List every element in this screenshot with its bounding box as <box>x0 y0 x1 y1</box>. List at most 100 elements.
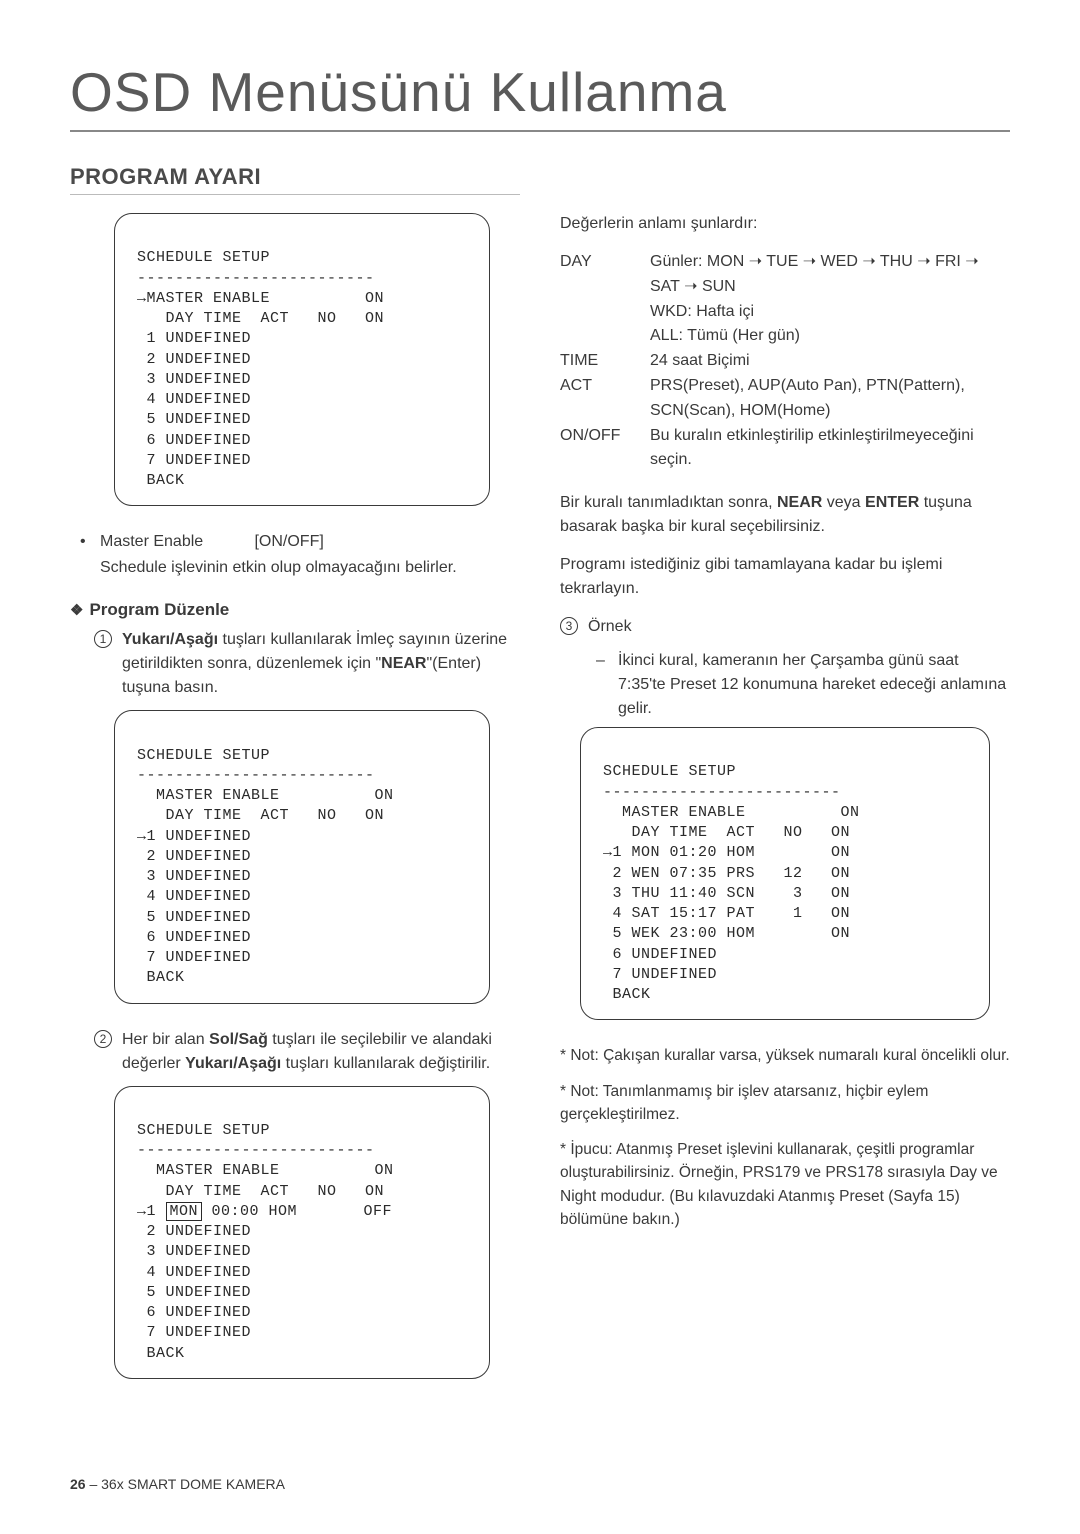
osd4-r8: 7 UNDEFINED <box>603 966 717 983</box>
osd2-r9: BACK <box>137 969 185 986</box>
bullet-icon: • <box>80 530 92 580</box>
osd4-r7: 6 UNDEFINED <box>603 946 717 963</box>
osd2-r1: DAY TIME ACT NO ON <box>137 807 384 824</box>
osd4-r1: DAY TIME ACT NO ON <box>603 824 850 841</box>
osd3-sep: ------------------------- <box>137 1142 375 1159</box>
osd4-r0: MASTER ENABLE ON <box>603 804 860 821</box>
right-column: Değerlerin anlamı şunlardır: DAYGünler: … <box>560 164 1010 1403</box>
osd3-a5: 7 UNDEFINED <box>137 1324 251 1341</box>
osd2-r2: →1 UNDEFINED <box>137 828 251 845</box>
osd1-r0: →MASTER ENABLE ON <box>137 290 384 307</box>
osd3-a3: 5 UNDEFINED <box>137 1284 251 1301</box>
step-2: 2 Her bir alan Sol/Sağ tuşları ile seçil… <box>94 1028 510 1076</box>
def-val-act: PRS(Preset), AUP(Auto Pan), PTN(Pattern)… <box>650 374 1010 424</box>
osd3-a4: 6 UNDEFINED <box>137 1304 251 1321</box>
osd2-sep: ------------------------- <box>137 767 375 784</box>
master-enable-bullet: • Master Enable [ON/OFF] Schedule işlevi… <box>80 530 510 580</box>
def-key-time: TIME <box>560 349 650 374</box>
definitions-table: DAYGünler: MON ➝ TUE ➝ WED ➝ THU ➝ FRI ➝… <box>560 250 1010 473</box>
step-2-text: Her bir alan Sol/Sağ tuşları ile seçileb… <box>122 1028 510 1076</box>
example-text: İkinci kural, kameranın her Çarşamba gün… <box>618 649 1010 721</box>
note-3: * İpucu: Atanmış Preset işlevini kullana… <box>560 1138 1010 1231</box>
osd3-p1: DAY TIME ACT NO ON <box>137 1183 384 1200</box>
osd2-r5: 4 UNDEFINED <box>137 888 251 905</box>
osd4-r3: 2 WEN 07:35 PRS 12 ON <box>603 865 850 882</box>
step-1: 1 Yukarı/Aşağı tuşları kullanılarak İmle… <box>94 628 510 700</box>
osd4-r4: 3 THU 11:40 SCN 3 ON <box>603 885 850 902</box>
def-key-act: ACT <box>560 374 650 424</box>
osd4-sep: ------------------------- <box>603 784 841 801</box>
osd1-r3: 2 UNDEFINED <box>137 351 251 368</box>
page-footer: 26 – 36x SMART DOME KAMERA <box>70 1476 285 1492</box>
after-defs-2: Programı istediğiniz gibi tamamlayana ka… <box>560 553 1010 601</box>
def-key-day: DAY <box>560 250 650 300</box>
bullet-value: [ON/OFF] <box>254 530 323 554</box>
note-1: * Not: Çakışan kurallar varsa, yüksek nu… <box>560 1044 1010 1067</box>
def-key-onoff: ON/OFF <box>560 424 650 474</box>
def-val-day: Günler: MON ➝ TUE ➝ WED ➝ THU ➝ FRI ➝ SA… <box>650 250 1010 300</box>
osd1-title: SCHEDULE SETUP <box>137 249 270 266</box>
osd1-r6: 5 UNDEFINED <box>137 411 251 428</box>
osd3-p0: MASTER ENABLE ON <box>137 1162 394 1179</box>
footer-text: – 36x SMART DOME KAMERA <box>86 1476 285 1492</box>
def-key-1 <box>560 300 650 325</box>
osd-box-1: SCHEDULE SETUP -------------------------… <box>114 213 490 506</box>
osd1-r5: 4 UNDEFINED <box>137 391 251 408</box>
osd1-r8: 7 UNDEFINED <box>137 452 251 469</box>
step-3-number: 3 <box>560 617 578 635</box>
bullet-desc: Schedule işlevinin etkin olup olmayacağı… <box>100 556 510 580</box>
osd4-r9: BACK <box>603 986 651 1003</box>
osd-box-2: SCHEDULE SETUP -------------------------… <box>114 710 490 1003</box>
osd2-r0: MASTER ENABLE ON <box>137 787 394 804</box>
page-number: 26 <box>70 1476 86 1492</box>
def-val-all: ALL: Tümü (Her gün) <box>650 324 1010 349</box>
osd4-r2: →1 MON 01:20 HOM ON <box>603 844 850 861</box>
osd2-title: SCHEDULE SETUP <box>137 747 270 764</box>
osd2-r8: 7 UNDEFINED <box>137 949 251 966</box>
section-title: PROGRAM AYARI <box>70 164 520 195</box>
values-intro: Değerlerin anlamı şunlardır: <box>560 212 1010 236</box>
osd1-r4: 3 UNDEFINED <box>137 371 251 388</box>
sub-heading-text: Program Düzenle <box>89 600 229 620</box>
notes: * Not: Çakışan kurallar varsa, yüksek nu… <box>560 1044 1010 1231</box>
osd4-r6: 5 WEK 23:00 HOM ON <box>603 925 850 942</box>
osd-box-4: SCHEDULE SETUP -------------------------… <box>580 727 990 1020</box>
osd1-r1: DAY TIME ACT NO ON <box>137 310 384 327</box>
osd4-title: SCHEDULE SETUP <box>603 763 736 780</box>
diamond-icon: ❖ <box>70 601 83 619</box>
osd2-r4: 3 UNDEFINED <box>137 868 251 885</box>
osd4-r5: 4 SAT 15:17 PAT 1 ON <box>603 905 850 922</box>
page-title: OSD Menüsünü Kullanma <box>70 60 1010 132</box>
def-key-2 <box>560 324 650 349</box>
step-3-label: Örnek <box>588 615 1000 639</box>
example-line: – İkinci kural, kameranın her Çarşamba g… <box>596 649 1010 721</box>
program-duzenle-heading: ❖ Program Düzenle <box>70 600 520 620</box>
osd3-title: SCHEDULE SETUP <box>137 1122 270 1139</box>
osd1-r9: BACK <box>137 472 185 489</box>
osd3-a2: 4 UNDEFINED <box>137 1264 251 1281</box>
def-val-time: 24 saat Biçimi <box>650 349 1010 374</box>
def-val-wkd: WKD: Hafta içi <box>650 300 1010 325</box>
note-2: * Not: Tanımlanmamış bir işlev atarsanız… <box>560 1080 1010 1127</box>
osd3-selected-field: MON <box>166 1202 203 1221</box>
osd2-r7: 6 UNDEFINED <box>137 929 251 946</box>
osd3-a1: 3 UNDEFINED <box>137 1243 251 1260</box>
osd1-r2: 1 UNDEFINED <box>137 330 251 347</box>
osd3-boxrow: →1 MON 00:00 HOM OFF <box>137 1202 392 1221</box>
step-2-number: 2 <box>94 1030 112 1048</box>
def-val-onoff: Bu kuralın etkinleştirilip etkinleştiril… <box>650 424 1010 474</box>
step-1-number: 1 <box>94 630 112 648</box>
after-defs-1: Bir kuralı tanımladıktan sonra, NEAR vey… <box>560 491 1010 539</box>
left-column: PROGRAM AYARI SCHEDULE SETUP -----------… <box>70 164 520 1403</box>
osd3-a0: 2 UNDEFINED <box>137 1223 251 1240</box>
osd2-r3: 2 UNDEFINED <box>137 848 251 865</box>
osd3-a6: BACK <box>137 1345 185 1362</box>
dash-icon: – <box>596 649 608 721</box>
osd1-r7: 6 UNDEFINED <box>137 432 251 449</box>
osd-box-3: SCHEDULE SETUP -------------------------… <box>114 1086 490 1379</box>
step-3: 3 Örnek <box>560 615 1000 639</box>
bullet-label: Master Enable <box>100 530 250 554</box>
osd2-r6: 5 UNDEFINED <box>137 909 251 926</box>
step-1-text: Yukarı/Aşağı tuşları kullanılarak İmleç … <box>122 628 510 700</box>
osd1-sep: ------------------------- <box>137 270 375 287</box>
